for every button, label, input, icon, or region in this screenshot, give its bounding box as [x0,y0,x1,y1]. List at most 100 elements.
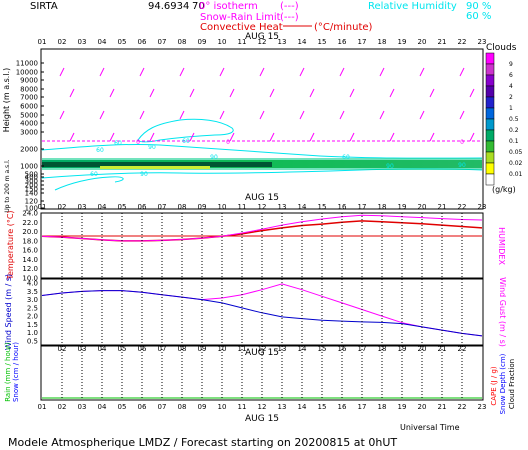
cloud-legend-swatch [485,74,495,87]
temperature-tick-label: 20.0 [22,228,38,236]
hour-tick-label: 08 [178,38,187,46]
cloud-legend-swatch [485,85,495,98]
hour-tick-label: 21 [438,38,447,46]
cloud-legend: Clouds 9 6 4 2 1 0.5 0.2 0.1 0.05 0.02 0.01 (g/kg) [485,43,523,194]
isotherm-marks: 0 0 0 [136,139,464,146]
isotherm-mark: 0 [226,139,230,146]
hour-tick-label: 23 [478,403,487,411]
wind-barb [469,88,475,98]
hour-tick-label: 20 [418,403,427,411]
height-tick-label: 1000 [20,163,38,171]
temperature-tick-label: 24.0 [22,210,38,218]
cloud-legend-level: 0.05 [509,149,523,156]
hour-tick-label: 10 [218,203,227,211]
relative-humidity-60: 60 % [466,11,491,22]
hour-tick-label: 14 [298,38,307,46]
hour-tick-label: 11 [238,403,247,411]
hour-tick-label: 21 [438,203,447,211]
hour-tick-label: 07 [158,403,167,411]
hour-tick-label: 05 [118,203,127,211]
hour-tick-label: 01 [38,403,47,411]
wind-barb [139,67,145,77]
wind-tick-label: 4.0 [27,280,38,288]
hour-tick-label: 15 [318,38,327,46]
wind-barb [99,110,105,120]
height-tick-label: 120 [25,198,38,206]
hour-tick-label: 20 [418,38,427,46]
wind-barb [429,88,435,98]
isotherm-legend: 0° isotherm [199,1,258,12]
hour-tick-label: 06 [138,203,147,211]
wind-barb [179,110,185,120]
wind-tick-label: 1.0 [27,329,38,337]
wind-barb [379,110,385,120]
cloud-legend-swatch [485,118,495,131]
height-tick-label: 200 [25,182,38,190]
snow-limit-legend: Snow-Rain Limit [200,12,281,23]
hour-tick-label: 08 [178,203,187,211]
hour-tick-label: 02 [58,203,67,211]
cloud-legend-swatch [485,52,495,65]
hour-tick-label: 16 [338,403,347,411]
height-tick-label: 11000 [16,60,38,68]
wind-barb [259,67,265,77]
cloud-legend-title: Clouds [486,43,517,53]
humidity-contour-mid [41,143,483,159]
cloud-legend-swatch [485,162,495,175]
cloud-legend-swatch [485,107,495,120]
wind-speed-axis-label: Wind Speed (m / s) [4,274,13,350]
hour-tick-label: 18 [378,203,387,211]
wind-barb [259,110,265,120]
cloud-legend-level: 4 [509,83,513,90]
hour-tick-label: 13 [278,403,287,411]
wind-barb [309,88,315,98]
hour-tick-label: 18 [378,38,387,46]
cloud-fraction-axis-label: Cloud Fraction [508,359,516,409]
hour-tick-label: 20 [418,203,427,211]
wind-tick-label: 0.5 [27,337,38,345]
hour-tick-label: 22 [458,203,467,211]
cloud-legend-swatch [485,173,495,186]
height-tick-label: 300 [25,178,38,186]
wind-tick-label: 1.5 [27,321,38,329]
humidity-mark: 90 [148,144,156,151]
isotherm-mark: 0 [460,139,464,146]
humidity-mark: 60 [342,154,350,161]
station-name: SIRTA [30,1,58,12]
humidity-mark: 90 [210,154,218,161]
hour-tick-label: 16 [338,38,347,46]
temperature-axis: 24.022.020.018.0 16.014.012.0 10.0 [22,210,38,283]
height-tick-label: 100 [25,205,38,213]
snow-limit-legend-dash: (---) [280,12,299,23]
cape-axis-label: CAPE (J / g) [490,366,498,406]
wind-barb [349,88,355,98]
wind-barb [379,67,385,77]
hour-gridlines [61,213,463,400]
height-axis-low-label: Up to 200 m a.s.l. [4,159,11,212]
height-tick-label: 3000 [20,129,38,137]
wind-barb [99,67,105,77]
hour-tick-label: 09 [198,203,207,211]
wind-barb [419,110,425,120]
relative-humidity-legend: Relative Humidity [368,1,457,12]
hour-tick-label: 09 [198,403,207,411]
humidity-mark: 60 [114,140,122,147]
hour-tick-label: 10 [218,403,227,411]
hour-tick-label: 01 [38,38,47,46]
wind-barb [139,110,145,120]
wind-barb [189,132,195,142]
cloud-band-yellow [100,166,210,169]
wind-tick-label: 2.5 [27,304,38,312]
hour-axis-top: 01 02 03 04 05 06 07 08 09 10 11 12 13 14 15 16 17 18 19 20… [38,38,487,46]
wind-barb [59,110,65,120]
wind-panel: 4.03.53.02.52.01.51.00.5 Wind Speed (m /… [4,274,507,350]
temperature-tick-label: 12.0 [22,265,38,273]
wind-barb [419,67,425,77]
wind-barb [229,132,235,142]
isotherm-mark: 0 [136,139,140,146]
hour-tick-label: 06 [138,403,147,411]
wind-barb [459,110,465,120]
rain-axis-label: Rain (mm / hour) [4,342,12,402]
wind-barbs [59,67,475,142]
hour-tick-label: 05 [118,403,127,411]
